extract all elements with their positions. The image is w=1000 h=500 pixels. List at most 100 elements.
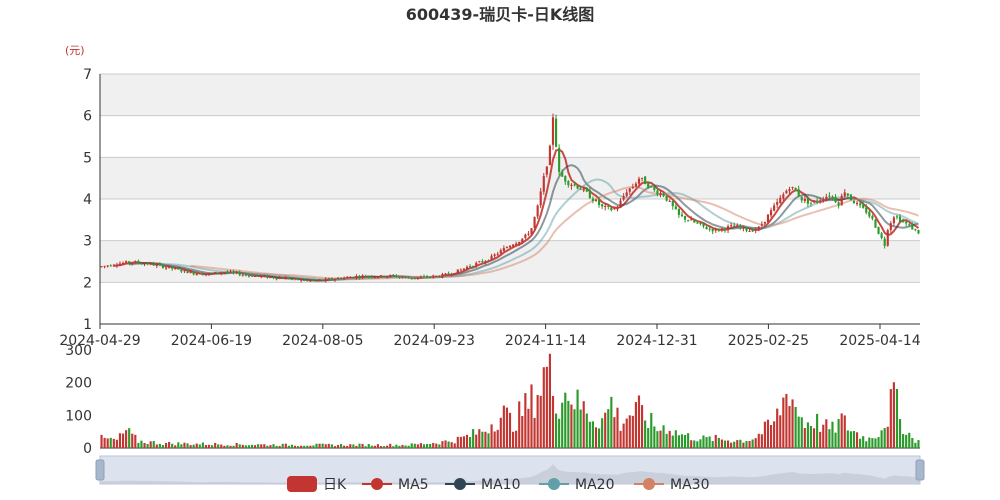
candle-body — [530, 228, 533, 235]
volume-bar — [462, 436, 466, 448]
candle-body — [607, 205, 610, 207]
legend-label[interactable]: MA5 — [398, 477, 429, 493]
volume-bar — [508, 412, 512, 448]
volume-bar — [244, 445, 247, 448]
candle-body — [723, 228, 727, 231]
candle-body — [576, 185, 579, 189]
volume-bar — [447, 441, 450, 448]
candle-body — [410, 278, 413, 280]
candle-body — [806, 197, 809, 204]
volume-bar — [207, 444, 211, 448]
volume-bar — [843, 415, 846, 448]
candle-body — [379, 275, 383, 278]
candle-body — [106, 265, 109, 267]
candle-body — [702, 222, 705, 227]
candle-body — [570, 184, 573, 187]
legend-label[interactable]: 日K — [323, 477, 347, 493]
x-tick-label: 2024-08-05 — [282, 333, 363, 349]
volume-bar — [293, 445, 297, 448]
candle-body — [100, 266, 103, 268]
volume-bar — [865, 441, 868, 448]
candle-body — [330, 277, 333, 280]
candle-body — [601, 204, 604, 207]
volume-bar — [911, 438, 914, 448]
volume-bar — [143, 442, 146, 448]
candle-body — [269, 277, 272, 279]
candle-body — [297, 277, 300, 281]
candle-body — [619, 200, 622, 208]
candle-body — [315, 280, 318, 282]
x-tick-label: 2024-04-29 — [59, 333, 140, 349]
volume-tick-label: 0 — [83, 441, 92, 457]
volume-bar — [668, 430, 671, 448]
legend-label[interactable]: MA10 — [481, 477, 520, 493]
volume-bar — [751, 439, 754, 448]
volume-bar — [640, 405, 644, 448]
candle-body — [631, 187, 634, 189]
candle-body — [545, 166, 548, 175]
volume-bar — [806, 422, 809, 448]
volume-bar — [118, 433, 122, 448]
candle-body — [395, 275, 398, 278]
volume-bar — [558, 418, 561, 448]
volume-bar — [376, 444, 380, 448]
candle-body — [398, 277, 401, 279]
candle-body — [776, 201, 779, 205]
candle-body — [877, 226, 880, 234]
candle-body — [834, 197, 837, 203]
volume-bar — [456, 436, 459, 448]
volume-bar — [733, 441, 736, 448]
volume-bar — [232, 445, 235, 448]
x-tick-label: 2025-04-14 — [839, 333, 920, 349]
candle-body — [859, 203, 862, 206]
candle-body — [902, 221, 905, 223]
volume-bar — [263, 444, 266, 448]
volume-bar — [312, 445, 315, 448]
legend-label[interactable]: MA20 — [575, 477, 614, 493]
candle-body — [564, 175, 567, 182]
candle-body — [198, 273, 201, 275]
volume-bar — [324, 444, 327, 448]
ma30-line — [190, 185, 919, 280]
candle-body — [699, 223, 702, 225]
candle-body — [336, 278, 340, 280]
candle-body — [809, 202, 813, 204]
chart-legend: 日K MA5 MA10 MA20 MA30 — [287, 476, 709, 493]
candle-body — [625, 192, 628, 197]
volume-bar — [125, 430, 128, 448]
volume-bar — [607, 409, 610, 448]
candle-body — [472, 265, 475, 267]
volume-bar — [631, 415, 634, 448]
candle-body — [914, 228, 917, 230]
slider-start-handle[interactable] — [95, 459, 105, 481]
volume-bar — [825, 419, 828, 448]
candle-body — [871, 215, 874, 219]
volume-bar — [152, 441, 155, 448]
candle-body — [573, 184, 576, 186]
volume-bar — [475, 434, 478, 448]
legend-marker-icon — [454, 478, 466, 490]
candle-body — [828, 195, 831, 197]
volume-bar — [419, 443, 423, 448]
volume-bar — [290, 444, 294, 448]
candle-body — [558, 147, 561, 173]
volume-bar — [217, 444, 220, 448]
volume-bar — [788, 406, 791, 448]
legend-candle-icon — [287, 476, 317, 492]
candle-body — [244, 274, 247, 276]
candle-body — [413, 278, 416, 280]
candle-body — [177, 268, 180, 270]
slider-end-handle[interactable] — [915, 459, 925, 481]
legend-label[interactable]: MA30 — [670, 477, 709, 493]
candle-body — [567, 180, 570, 186]
candle-body — [677, 208, 680, 215]
candle-body — [318, 280, 321, 282]
volume-bar — [358, 443, 361, 448]
candle-body — [214, 272, 217, 274]
candle-body — [152, 263, 155, 266]
volume-bar — [895, 388, 899, 448]
data-zoom-slider[interactable] — [95, 455, 925, 485]
volume-bar — [862, 436, 865, 448]
volume-bar — [597, 428, 601, 448]
volume-bar — [389, 443, 392, 448]
